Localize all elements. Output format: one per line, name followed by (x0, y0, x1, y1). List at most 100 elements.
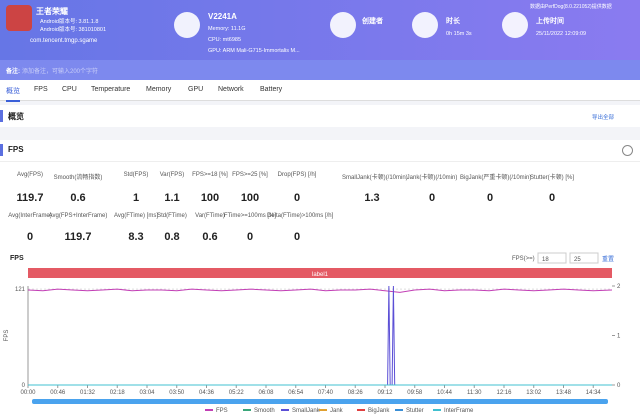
stat-value: 0 (293, 231, 301, 243)
stat-label: Std(FPS) (123, 172, 149, 178)
x-tick-label: 06:54 (288, 390, 304, 396)
x-tick-label: 00:00 (20, 390, 36, 396)
stat-value: 1 (132, 192, 140, 204)
duration: 0h 15m 3s (446, 31, 472, 37)
stat-label: Drop(FPS) [/h] (277, 172, 317, 178)
x-tick-label: 09:12 (377, 390, 393, 396)
stat-label: SmallJank(卡顿)(/10min) (342, 175, 408, 181)
stat-label: Delta(FTime)>100ms [/h] (267, 213, 334, 219)
legend-label: Jank (330, 408, 344, 414)
cpu: CPU: mt6985 (208, 37, 242, 43)
app-name: 王者荣耀 (36, 7, 68, 16)
tab[interactable]: Battery (260, 86, 283, 93)
stat-value: 0 (548, 192, 556, 204)
x-tick-label: 12:16 (496, 390, 512, 396)
x-tick-label: 11:30 (467, 390, 482, 396)
note-bar (0, 60, 640, 80)
export-all[interactable]: 导出全部 (592, 115, 615, 121)
threshold-input[interactable] (569, 252, 599, 264)
y-axis-label: FPS (4, 330, 10, 342)
accent (0, 110, 3, 122)
stat-label: FPS>=18 [%] (192, 172, 228, 178)
tab[interactable]: GPU (188, 86, 204, 93)
chart-title: FPS (10, 255, 24, 262)
stat-value: 119.7 (16, 192, 44, 204)
x-tick-label: 09:58 (407, 390, 423, 396)
accent (0, 144, 3, 156)
stat-value: 1.1 (164, 192, 180, 204)
stat-label: Std(FTime) (157, 213, 187, 219)
stat-value: 0 (293, 192, 301, 204)
x-tick-label: 02:18 (110, 390, 126, 396)
scrollbar[interactable] (32, 399, 608, 404)
y-tick-label: 121 (15, 287, 26, 293)
tab[interactable]: CPU (62, 86, 77, 93)
app-icon (6, 5, 32, 31)
duration-label: 时长 (446, 18, 460, 25)
stat-label: Jank(卡顿)(/10min) (406, 175, 458, 181)
stat-value: 0 (428, 192, 436, 204)
overview-title: 概览 (8, 112, 24, 121)
x-tick-label: 03:04 (139, 390, 155, 396)
stat-value: 8.3 (128, 231, 144, 243)
label-band (28, 268, 612, 278)
stat-label: Var(FTime) (195, 213, 225, 219)
stat-value: 0.6 (70, 192, 86, 204)
stat-value: 0.6 (202, 231, 218, 243)
y2-tick-label: 0 (617, 383, 621, 389)
threshold-value: 18 (542, 257, 549, 263)
label-band-text: label1 (312, 272, 329, 278)
stat-value: 100 (200, 192, 220, 204)
threshold-input[interactable] (537, 252, 567, 264)
collapse-button[interactable] (622, 145, 633, 156)
stat-label: FTime>=100ms [%] (223, 213, 277, 219)
legend-label: Stutter (406, 408, 424, 414)
x-tick-label: 13:48 (556, 390, 572, 396)
reset-button[interactable]: 重置 (602, 255, 614, 263)
legend-label: InterFrame (444, 408, 474, 414)
tab[interactable]: Network (218, 86, 244, 93)
tab[interactable]: 概览 (6, 86, 20, 102)
device-icon (174, 12, 200, 38)
overview-panel (0, 105, 640, 127)
divider (0, 161, 640, 162)
note-input[interactable]: 添加备注，可输入200个字符 (22, 69, 99, 75)
source-note: 数据由PerfDog(8.0.221052)提供数据 (530, 4, 612, 10)
stat-label: Avg(FTime) [ms] (113, 213, 158, 219)
legend-label: BigJank (368, 408, 390, 414)
x-tick-label: 10:44 (437, 390, 453, 396)
upload-label: 上传时间 (536, 18, 564, 25)
stat-value: 119.7 (64, 231, 92, 243)
stat-label: Avg(FPS) (17, 172, 43, 178)
x-tick-label: 07:40 (318, 390, 334, 396)
stat-label: Avg(FPS+InterFrame) (48, 213, 108, 219)
x-tick-label: 03:50 (169, 390, 185, 396)
stat-value: 0 (486, 192, 494, 204)
tab[interactable]: Memory (146, 86, 172, 93)
upload-icon (502, 12, 528, 38)
stat-value: 1.3 (364, 192, 380, 204)
legend-label: FPS (216, 408, 228, 414)
stat-label: FPS>=25 [%] (232, 172, 268, 178)
note-label: 备注: (6, 69, 20, 75)
duration-icon (412, 12, 438, 38)
chart: FPS FPS(>=) 18 25 重置 label1 FPS 0 121 0 1 2 00:00 00:… (4, 252, 621, 414)
tab[interactable]: FPS (34, 86, 48, 93)
stat-label: Var(FPS) (159, 172, 185, 178)
app-version: Android版本号: 3.81.1.8 (40, 19, 99, 25)
stat-label: Avg(InterFrame) (8, 213, 52, 219)
x-tick-label: 00:46 (50, 390, 66, 396)
package: com.tencent.tmgp.sgame (30, 38, 98, 44)
stat-value: 0 (246, 231, 254, 243)
header (0, 0, 640, 60)
stat-value: 0.8 (164, 231, 180, 243)
y-tick-label: 0 (22, 383, 26, 389)
threshold-value: 25 (574, 257, 581, 263)
creator-label: 创建者 (362, 18, 383, 25)
x-tick-label: 04:36 (199, 390, 215, 396)
device: V2241A (208, 12, 237, 21)
tab[interactable]: Temperature (91, 86, 131, 93)
y2-tick-label: 1 (617, 334, 621, 340)
x-tick-label: 05:22 (229, 390, 245, 396)
